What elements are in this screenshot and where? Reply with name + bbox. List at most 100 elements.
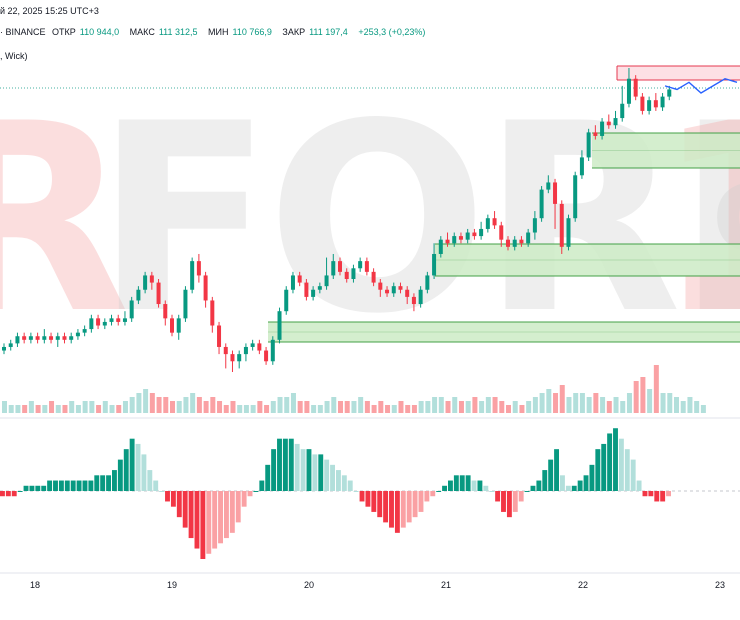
- low-value: 110 766,9: [232, 27, 272, 37]
- histogram-bar: [506, 491, 512, 518]
- volume-bar: [492, 397, 498, 413]
- histogram-bar: [477, 480, 483, 491]
- candle: [156, 282, 161, 305]
- candle: [358, 261, 363, 269]
- candle: [62, 336, 67, 340]
- candle: [75, 332, 80, 337]
- candle: [452, 236, 457, 244]
- volume-bar: [331, 397, 337, 413]
- volume-bar: [304, 401, 310, 413]
- volume-bar: [75, 405, 81, 413]
- candle: [42, 336, 47, 340]
- histogram-bar: [64, 480, 70, 491]
- volume-bar: [8, 405, 14, 413]
- histogram-bar: [188, 491, 194, 539]
- volume-bar: [351, 401, 357, 413]
- histogram-bar: [353, 491, 359, 492]
- candle: [566, 218, 571, 247]
- histogram-bar: [324, 459, 330, 491]
- volume-bar: [109, 405, 115, 413]
- volume-bar: [344, 401, 350, 413]
- histogram-bar: [666, 491, 671, 497]
- histogram-bar: [406, 491, 412, 523]
- histogram-bar: [583, 475, 589, 491]
- volume-bar: [620, 401, 626, 413]
- volume-bar: [82, 401, 88, 413]
- candle: [217, 325, 222, 347]
- histogram-bar: [200, 491, 206, 559]
- histogram-bar: [176, 491, 182, 518]
- volume-bar: [163, 397, 169, 413]
- volume-bar: [156, 397, 162, 413]
- histogram-bar: [330, 464, 335, 491]
- volume-bar: [237, 405, 243, 413]
- volume-bar: [694, 401, 700, 413]
- histogram-bar: [277, 438, 282, 491]
- candle: [210, 300, 215, 326]
- candle: [196, 261, 201, 276]
- volume-bar: [183, 397, 189, 413]
- candle: [385, 289, 390, 294]
- volume-bar: [223, 405, 229, 413]
- histogram-bar: [430, 491, 436, 497]
- volume-bar: [217, 401, 223, 413]
- volume-bar: [667, 393, 673, 413]
- candle: [297, 275, 302, 283]
- histogram-bar: [394, 491, 400, 533]
- histogram-bar: [129, 438, 135, 491]
- histogram-bar: [607, 433, 613, 491]
- histogram-bar: [347, 480, 353, 491]
- x-tick-label: 21: [441, 580, 451, 590]
- x-tick-label: 20: [304, 580, 314, 590]
- candle: [170, 318, 174, 333]
- histogram-bar: [577, 480, 583, 491]
- volume-bar: [284, 397, 290, 413]
- volume-bar: [324, 401, 330, 413]
- histogram-bar: [112, 470, 117, 491]
- candle: [55, 336, 60, 340]
- volume-bar: [210, 397, 216, 413]
- candle: [526, 232, 531, 244]
- volume-bar: [62, 405, 68, 413]
- histogram-bar: [47, 480, 53, 491]
- volume-bar: [15, 405, 21, 413]
- volume-bar: [398, 401, 404, 413]
- candle: [613, 118, 618, 126]
- candle: [472, 232, 477, 237]
- volume-bar: [143, 389, 149, 413]
- volume-bar: [22, 405, 28, 413]
- histogram-bar: [400, 491, 406, 528]
- indicator-header: , Wick): [0, 51, 32, 61]
- histogram-bar: [241, 491, 247, 507]
- histogram-bar: [613, 428, 618, 491]
- histogram-bar: [94, 475, 100, 491]
- volume-bar: [579, 393, 585, 413]
- candle: [532, 218, 537, 233]
- histogram-bar: [459, 475, 465, 491]
- histogram-bar: [182, 491, 188, 528]
- volume-bar: [680, 401, 686, 413]
- histogram-bar: [377, 491, 383, 518]
- volume-bar: [96, 405, 102, 413]
- candle: [116, 318, 121, 322]
- histogram-bar: [300, 449, 306, 491]
- histogram-bar: [288, 438, 294, 491]
- histogram-bar: [76, 480, 82, 491]
- candle: [640, 96, 645, 111]
- candle: [8, 343, 13, 347]
- candle: [391, 286, 396, 294]
- candle: [49, 336, 54, 340]
- candle: [203, 275, 208, 301]
- histogram-bar: [554, 449, 559, 491]
- volume-bar: [136, 393, 142, 413]
- volume-bar: [700, 405, 706, 413]
- candle: [660, 96, 665, 108]
- volume-bar: [653, 365, 659, 413]
- candle: [82, 329, 87, 333]
- volume-bar: [606, 401, 612, 413]
- histogram-bar: [306, 449, 312, 491]
- histogram-bar: [194, 491, 200, 549]
- histogram-bar: [235, 491, 241, 523]
- candle: [129, 300, 134, 319]
